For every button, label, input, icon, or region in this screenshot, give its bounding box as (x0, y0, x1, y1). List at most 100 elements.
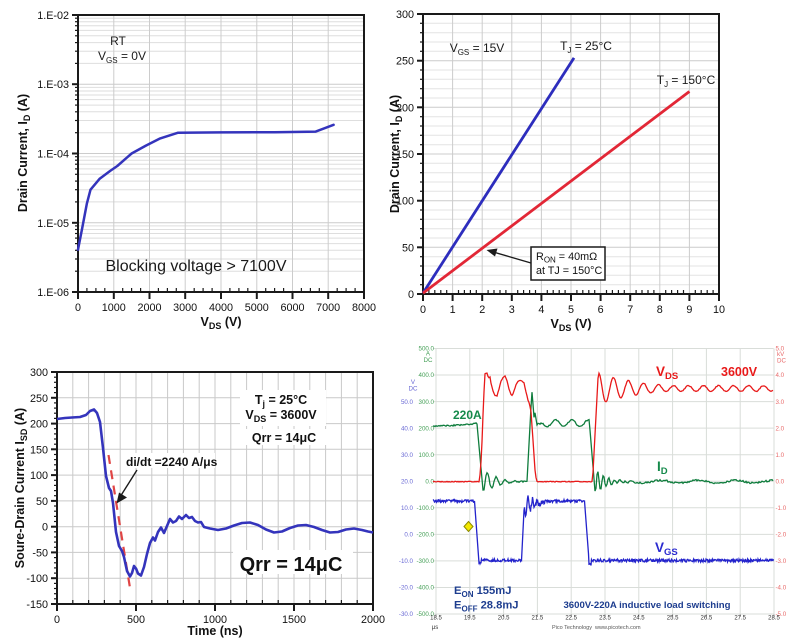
svg-text:28.5: 28.5 (768, 616, 780, 622)
svg-text:1.E-06: 1.E-06 (37, 287, 69, 299)
svg-text:0: 0 (75, 302, 81, 314)
svg-text:1000: 1000 (102, 302, 126, 314)
svg-text:20.0: 20.0 (401, 478, 414, 485)
svg-text:5.0: 5.0 (776, 346, 785, 353)
svg-text:2000: 2000 (137, 302, 161, 314)
svg-text:24.5: 24.5 (633, 616, 645, 622)
svg-text:-50: -50 (32, 547, 48, 559)
svg-text:3.0: 3.0 (776, 399, 785, 406)
svg-text:-300.0: -300.0 (416, 558, 434, 565)
svg-text:0.0: 0.0 (425, 478, 434, 485)
svg-text:1.0: 1.0 (776, 452, 785, 459)
svg-text:300: 300 (30, 367, 48, 379)
svg-text:6000: 6000 (280, 302, 304, 314)
svg-text:-100.0: -100.0 (416, 505, 434, 512)
svg-text:21.5: 21.5 (532, 616, 544, 622)
svg-text:3600V: 3600V (721, 365, 758, 379)
svg-text:RON = 40mΩ: RON = 40mΩ (536, 251, 597, 265)
svg-text:250: 250 (396, 56, 414, 68)
svg-text:2: 2 (479, 304, 485, 316)
svg-text:Drain Current, ID (A): Drain Current, ID (A) (388, 95, 404, 213)
svg-text:A: A (426, 351, 431, 358)
svg-text:100: 100 (396, 196, 414, 208)
svg-text:1.E-05: 1.E-05 (37, 218, 69, 230)
svg-text:VDS (V): VDS (V) (201, 315, 242, 331)
svg-text:1.E-02: 1.E-02 (37, 10, 69, 22)
svg-text:kV: kV (777, 351, 785, 358)
svg-text:150: 150 (396, 149, 414, 161)
svg-text:Pico Technology www.picotech.: Pico Technology www.picotech.com (552, 625, 641, 631)
svg-text:0: 0 (408, 289, 414, 301)
svg-text:-400.0: -400.0 (416, 585, 434, 592)
svg-text:-5.0: -5.0 (776, 611, 787, 618)
svg-text:1000: 1000 (203, 614, 227, 626)
svg-text:50: 50 (402, 242, 414, 254)
svg-text:23.5: 23.5 (599, 616, 611, 622)
svg-text:0.0: 0.0 (404, 532, 413, 539)
svg-text:27.5: 27.5 (734, 616, 746, 622)
svg-text:5000: 5000 (245, 302, 269, 314)
svg-text:-1.0: -1.0 (776, 505, 787, 512)
svg-text:3: 3 (509, 304, 515, 316)
svg-text:200.0: 200.0 (419, 425, 435, 432)
svg-text:TJ = 25°C: TJ = 25°C (560, 39, 612, 55)
svg-text:500: 500 (127, 614, 145, 626)
svg-text:ID: ID (657, 459, 668, 477)
svg-text:50: 50 (36, 496, 48, 508)
svg-text:-100: -100 (26, 573, 48, 585)
svg-text:250: 250 (30, 393, 48, 405)
svg-text:Qrr = 14μC: Qrr = 14μC (252, 431, 316, 445)
svg-text:0: 0 (54, 614, 60, 626)
svg-text:10: 10 (713, 304, 725, 316)
svg-text:TJ = 150°C: TJ = 150°C (657, 73, 716, 89)
svg-text:5: 5 (568, 304, 574, 316)
svg-text:2.0: 2.0 (776, 425, 785, 432)
svg-text:3600V-220A inductive load swit: 3600V-220A inductive load switching (563, 600, 730, 611)
svg-text:Qrr = 14μC: Qrr = 14μC (240, 554, 343, 576)
svg-text:9: 9 (686, 304, 692, 316)
svg-text:6: 6 (598, 304, 604, 316)
svg-text:4: 4 (538, 304, 544, 316)
svg-text:Blocking voltage > 7100V: Blocking voltage > 7100V (105, 258, 286, 275)
svg-text:30.0: 30.0 (401, 452, 414, 459)
svg-text:Soure-Drain Current ISD (A): Soure-Drain Current ISD (A) (13, 408, 29, 568)
svg-text:25.5: 25.5 (667, 616, 679, 622)
svg-text:50.0: 50.0 (401, 399, 414, 406)
svg-text:8000: 8000 (352, 302, 376, 314)
svg-text:DC: DC (777, 358, 786, 365)
svg-text:300.0: 300.0 (419, 399, 435, 406)
svg-text:1.E-03: 1.E-03 (37, 79, 69, 91)
svg-text:-4.0: -4.0 (776, 585, 787, 592)
svg-text:26.5: 26.5 (701, 616, 713, 622)
svg-text:DC: DC (424, 357, 433, 364)
svg-text:VGS = 0V: VGS = 0V (98, 49, 146, 65)
svg-text:3000: 3000 (173, 302, 197, 314)
svg-text:150: 150 (30, 444, 48, 456)
svg-text:-150: -150 (26, 599, 48, 611)
svg-text:2000: 2000 (361, 614, 385, 626)
svg-text:-3.0: -3.0 (776, 558, 787, 565)
svg-text:300: 300 (396, 9, 414, 21)
svg-text:200: 200 (30, 419, 48, 431)
svg-text:μs: μs (432, 625, 438, 631)
svg-text:500.0: 500.0 (419, 346, 435, 353)
svg-text:20.5: 20.5 (498, 616, 510, 622)
svg-text:di/dt =2240 A/μs: di/dt =2240 A/μs (126, 455, 218, 469)
svg-text:7: 7 (627, 304, 633, 316)
svg-text:-2.0: -2.0 (776, 532, 787, 539)
svg-text:Tj = 25°C: Tj = 25°C (255, 393, 307, 409)
svg-text:0: 0 (42, 522, 48, 534)
svg-text:200: 200 (396, 102, 414, 114)
svg-text:40.0: 40.0 (401, 425, 414, 432)
svg-text:-30.0: -30.0 (399, 611, 414, 618)
svg-text:DC: DC (409, 386, 418, 393)
svg-text:400.0: 400.0 (419, 372, 435, 379)
svg-text:RT: RT (110, 34, 126, 48)
svg-text:1: 1 (450, 304, 456, 316)
svg-text:8: 8 (657, 304, 663, 316)
svg-text:19.5: 19.5 (464, 616, 476, 622)
svg-text:18.5: 18.5 (430, 616, 442, 622)
svg-text:1500: 1500 (282, 614, 306, 626)
svg-text:Time (ns): Time (ns) (187, 624, 242, 638)
svg-text:7000: 7000 (316, 302, 340, 314)
